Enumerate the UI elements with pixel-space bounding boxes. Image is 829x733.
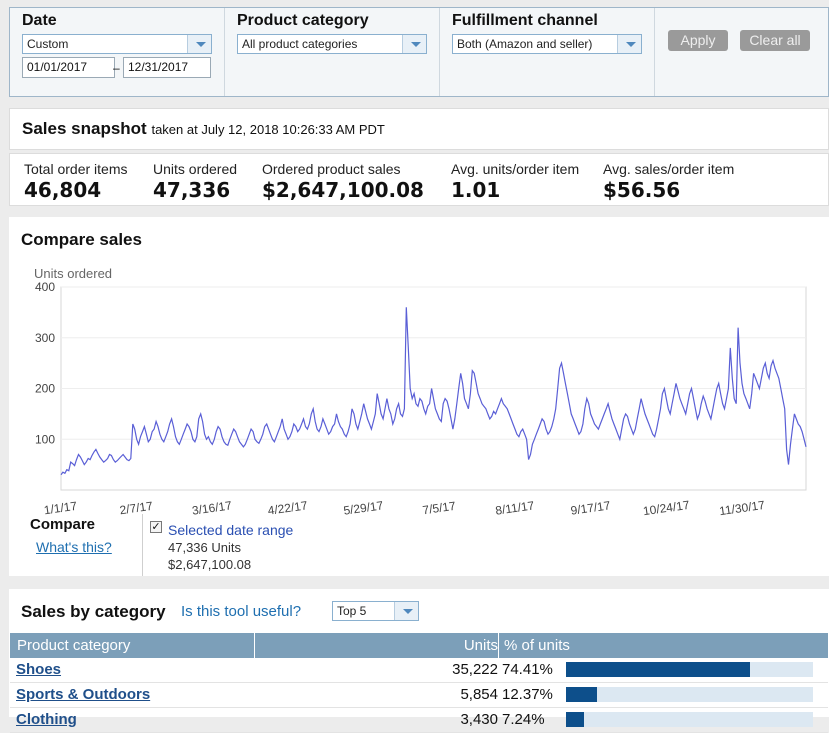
- sales-by-category-panel: Sales by category Is this tool useful? T…: [9, 589, 829, 733]
- selected-range-checkbox[interactable]: ✓: [150, 521, 162, 533]
- tool-useful-link[interactable]: Is this tool useful?: [181, 603, 302, 620]
- stat-label: Units ordered: [153, 161, 238, 177]
- pct-bar: [566, 687, 813, 702]
- col-pct-units[interactable]: % of units: [504, 637, 570, 654]
- selected-sales-text: $2,647,100.08: [168, 557, 252, 572]
- chevron-down-icon: [394, 602, 418, 620]
- col-divider: [498, 633, 499, 658]
- x-tick-label: 10/24/17: [642, 498, 691, 517]
- units-ordered-line: [60, 307, 807, 476]
- pct-cell: 12.37%: [502, 686, 553, 703]
- pct-cell: 74.41%: [502, 661, 553, 678]
- units-ordered-chart: Units ordered 100 200 300 400 1/1/17 2/7/17 3/1…: [34, 266, 807, 517]
- selected-units-text: 47,336 Units: [168, 540, 241, 555]
- pct-bar-fill: [566, 687, 597, 702]
- stat-avg-sales-per-item: Avg. sales/order item $56.56: [603, 161, 734, 202]
- pct-bar: [566, 712, 813, 727]
- category-link[interactable]: Shoes: [16, 661, 62, 678]
- divider: [142, 514, 143, 576]
- col-units[interactable]: Units: [463, 637, 498, 654]
- x-tick-label: 1/1/17: [43, 499, 78, 517]
- category-filter: Product category All product categories: [225, 8, 440, 96]
- stat-value: 47,336: [153, 178, 231, 202]
- category-link[interactable]: Sports & Outdoors: [16, 686, 151, 703]
- apply-button[interactable]: Apply: [668, 30, 728, 51]
- y-tick-label: 200: [35, 382, 55, 396]
- stat-label: Ordered product sales: [262, 161, 401, 177]
- col-product-category[interactable]: Product category: [17, 637, 131, 654]
- date-dash: –: [113, 61, 120, 75]
- table-row: Shoes 35,222 74.41%: [10, 658, 828, 683]
- pct-cell: 7.24%: [502, 711, 545, 728]
- fulfillment-value: Both (Amazon and seller): [457, 37, 593, 51]
- stat-value: 46,804: [24, 178, 102, 202]
- end-date-input[interactable]: 12/31/2017: [123, 57, 211, 78]
- category-table-header: Product category Units % of units: [10, 633, 828, 658]
- category-label: Product category: [237, 12, 369, 29]
- date-range-value: Custom: [27, 37, 69, 51]
- date-range-select[interactable]: Custom: [22, 34, 212, 54]
- category-title: Sales by category: [21, 602, 166, 621]
- x-tick-label: 7/5/17: [422, 499, 457, 517]
- units-cell: 3,430: [460, 711, 498, 728]
- sales-snapshot-header: Sales snapshot taken at July 12, 2018 10…: [9, 108, 829, 150]
- stat-units-ordered: Units ordered 47,336: [153, 161, 237, 202]
- fulfillment-label: Fulfillment channel: [452, 12, 598, 29]
- start-date-input[interactable]: 01/01/2017: [22, 57, 115, 78]
- stat-ordered-product-sales: Ordered product sales $2,647,100.08: [262, 161, 424, 202]
- stat-label: Avg. units/order item: [451, 161, 580, 177]
- compare-label: Compare: [30, 516, 96, 533]
- x-tick-label: 9/17/17: [570, 498, 612, 517]
- units-cell: 5,854: [460, 686, 498, 703]
- chevron-down-icon: [402, 35, 426, 53]
- y-tick-label: 300: [35, 331, 55, 345]
- table-row: Sports & Outdoors 5,854 12.37%: [10, 683, 828, 708]
- stat-label: Avg. sales/order item: [603, 161, 735, 177]
- category-value: All product categories: [242, 37, 358, 51]
- col-divider: [254, 633, 255, 658]
- y-tick-label: 100: [35, 432, 55, 446]
- selected-range-label: Selected date range: [168, 522, 294, 538]
- stat-value: 1.01: [451, 178, 501, 202]
- stat-value: $56.56: [603, 178, 681, 202]
- stat-avg-units-per-item: Avg. units/order item 1.01: [451, 161, 579, 202]
- y-axis-label: Units ordered: [34, 266, 112, 281]
- pct-bar-fill: [566, 662, 750, 677]
- stat-label: Total order items: [24, 161, 128, 177]
- snapshot-title-text: Sales snapshot: [22, 119, 147, 138]
- table-row: Clothing 3,430 7.24%: [10, 708, 828, 733]
- pct-bar-fill: [566, 712, 584, 727]
- x-tick-label: 5/29/17: [343, 498, 385, 517]
- pct-bar: [566, 662, 813, 677]
- sales-snapshot-stats: Total order items 46,804 Units ordered 4…: [9, 153, 829, 206]
- fulfillment-filter: Fulfillment channel Both (Amazon and sel…: [440, 8, 655, 96]
- filter-bar: Date Custom 01/01/2017 – 12/31/2017 Prod…: [9, 7, 829, 97]
- compare-title: Compare sales: [21, 230, 142, 249]
- clear-all-button[interactable]: Clear all: [740, 30, 810, 51]
- x-tick-label: 2/7/17: [119, 499, 154, 517]
- chevron-down-icon: [187, 35, 211, 53]
- category-link[interactable]: Clothing: [16, 711, 77, 728]
- x-tick-label: 4/22/17: [267, 498, 309, 517]
- x-tick-label: 3/16/17: [191, 498, 233, 517]
- top-n-value: Top 5: [337, 604, 367, 618]
- compare-sales-panel: Compare sales Units ordered 100 200 300 400 1…: [9, 217, 829, 576]
- chevron-down-icon: [617, 35, 641, 53]
- whats-this-link[interactable]: What's this?: [36, 539, 112, 555]
- category-select[interactable]: All product categories: [237, 34, 427, 54]
- stat-value: $2,647,100.08: [262, 178, 424, 202]
- y-tick-label: 400: [35, 280, 55, 294]
- snapshot-timestamp: taken at July 12, 2018 10:26:33 AM PDT: [151, 122, 385, 137]
- fulfillment-select[interactable]: Both (Amazon and seller): [452, 34, 642, 54]
- x-tick-label: 8/11/17: [494, 498, 535, 517]
- units-cell: 35,222: [452, 661, 498, 678]
- stat-total-order-items: Total order items 46,804: [24, 161, 127, 202]
- snapshot-title: Sales snapshot taken at July 12, 2018 10…: [22, 119, 385, 139]
- x-tick-label: 11/30/17: [718, 498, 766, 517]
- date-filter: Date Custom 01/01/2017 – 12/31/2017: [10, 8, 225, 96]
- top-n-select[interactable]: Top 5: [332, 601, 419, 621]
- date-label: Date: [22, 12, 57, 29]
